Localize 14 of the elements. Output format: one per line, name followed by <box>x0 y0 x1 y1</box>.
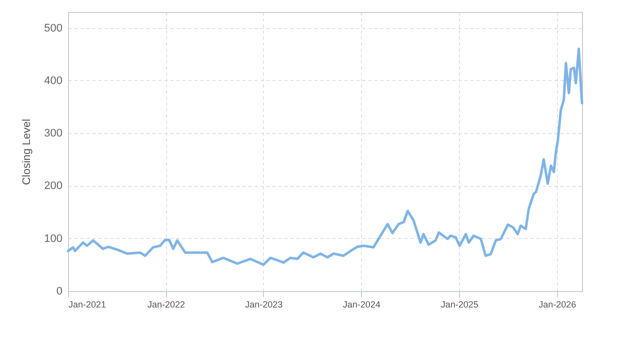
x-tick-label: Jan-2025 <box>440 300 478 310</box>
x-tick-label: Jan-2022 <box>147 300 185 310</box>
y-tick-label: 100 <box>44 232 62 245</box>
x-tick-label: Jan-2023 <box>245 300 283 310</box>
x-tick-label: Jan-2024 <box>342 300 380 310</box>
y-tick-label: 300 <box>44 128 62 140</box>
line-series <box>66 48 584 266</box>
y-tick-label: 400 <box>44 74 62 87</box>
y-tick-label: 500 <box>44 22 62 34</box>
x-tick-label: Jan-2021 <box>68 300 106 310</box>
x-tick-label: Jan-2026 <box>538 300 576 310</box>
y-axis-title: Closing Level <box>21 118 34 186</box>
y-tick-label: 200 <box>44 180 62 192</box>
y-tick-label: 0 <box>56 286 62 298</box>
